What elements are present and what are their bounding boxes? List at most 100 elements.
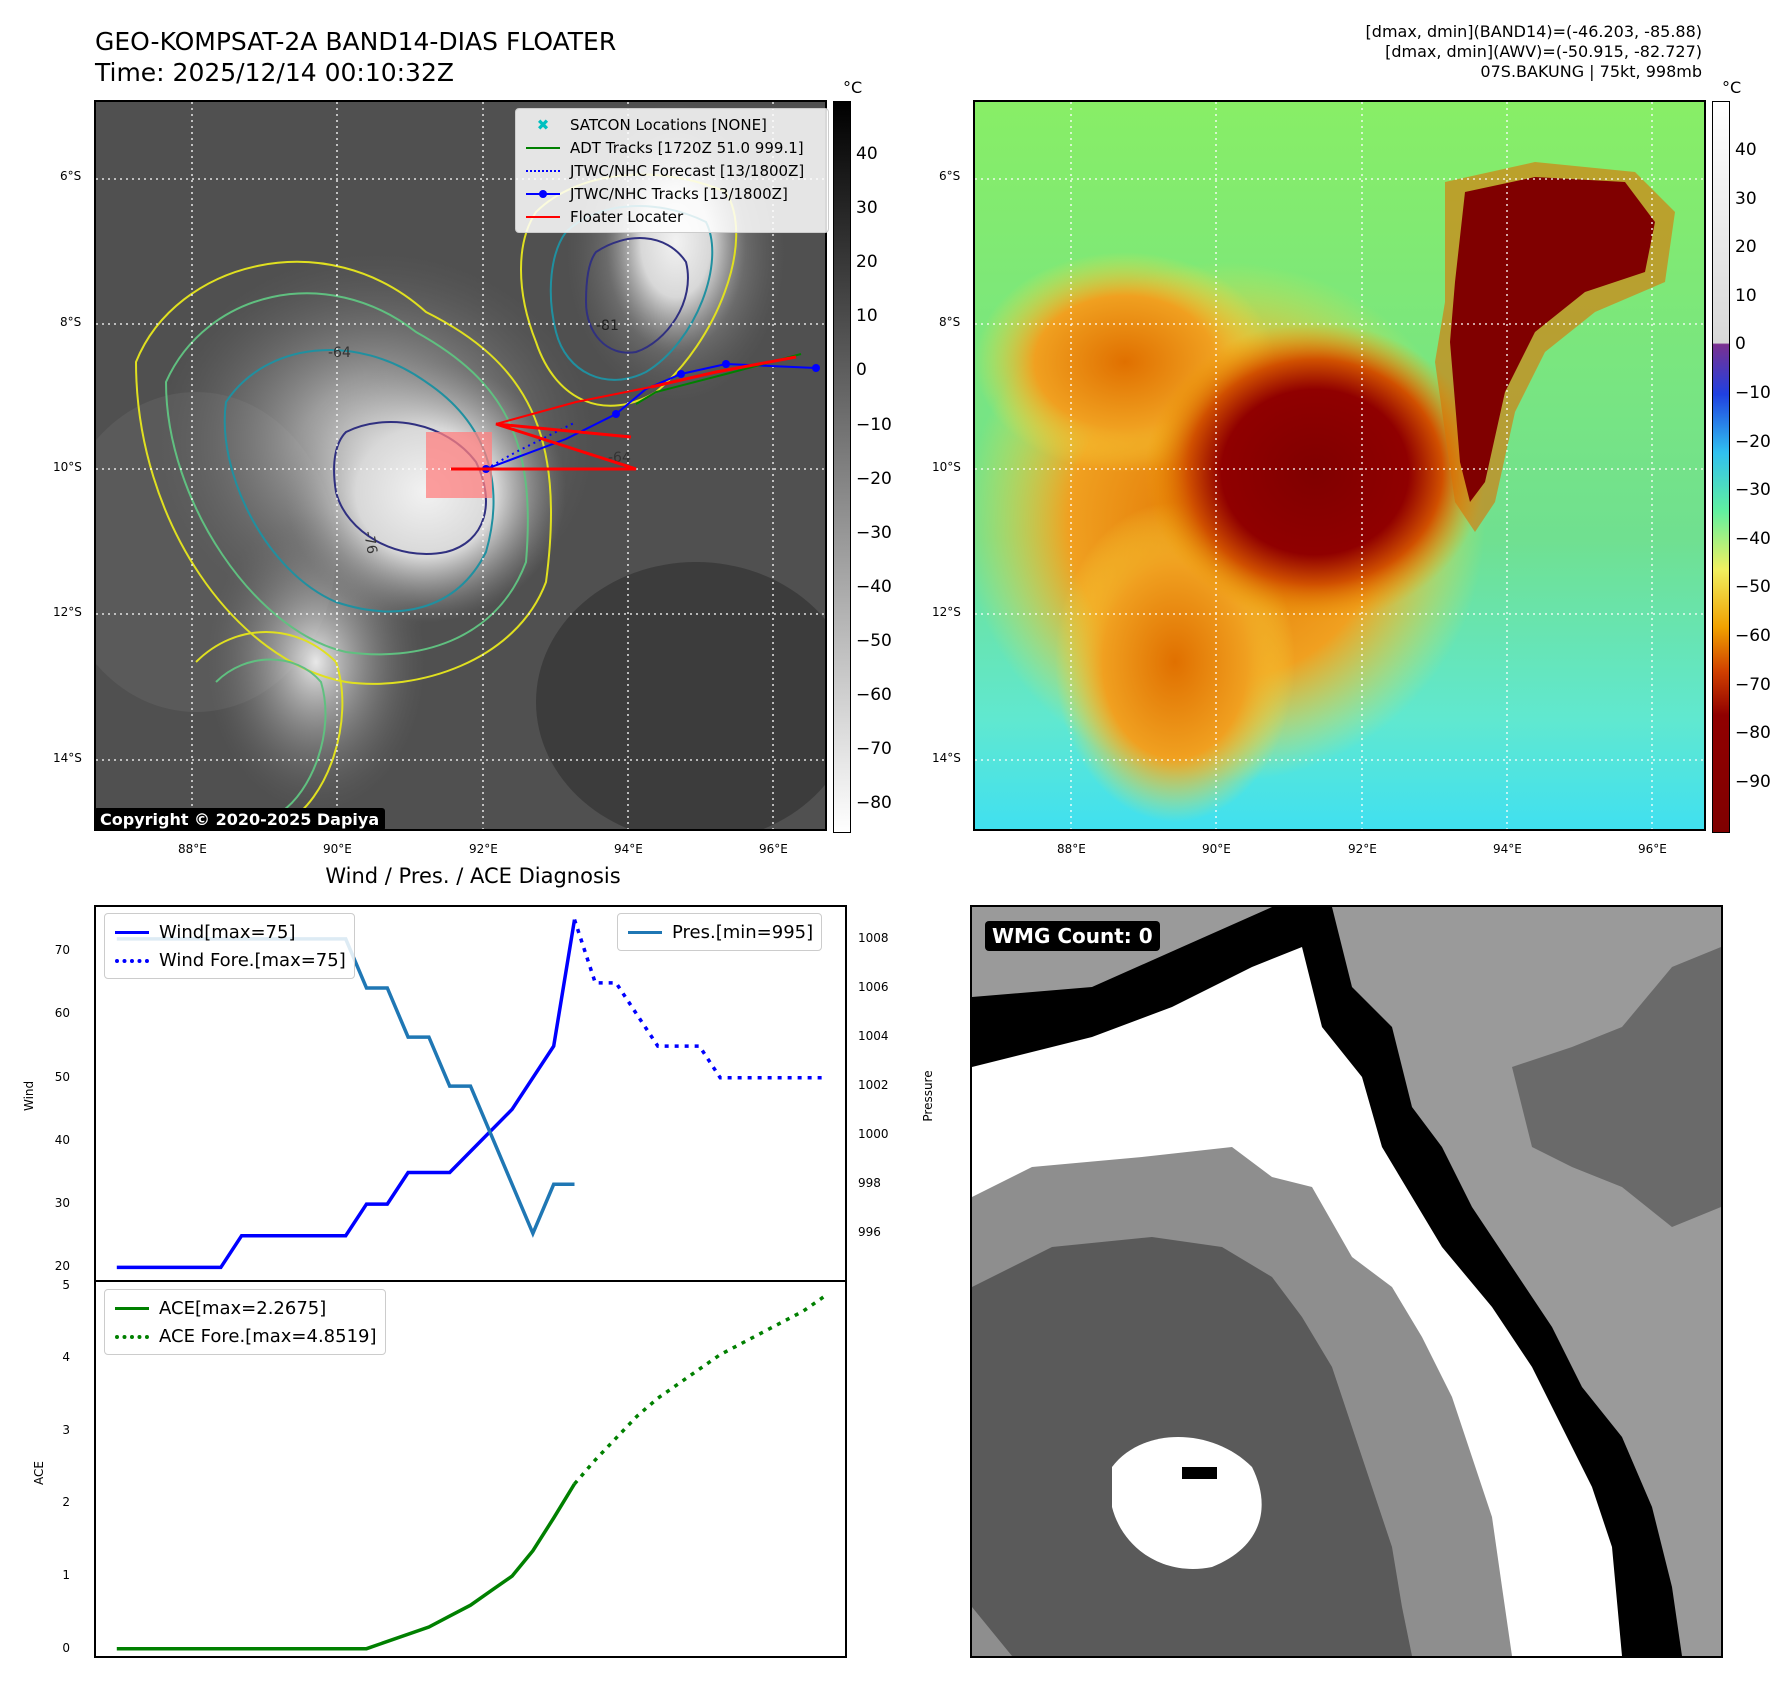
axis-tick-label: 2	[62, 1495, 70, 1510]
lat-label: 10°S	[53, 460, 82, 474]
title-line-2: Time: 2025/12/14 00:10:32Z	[95, 58, 454, 87]
colorbar-tick: 20	[1735, 237, 1757, 258]
lon-label: 90°E	[1202, 842, 1231, 856]
cold-anvil	[1450, 177, 1655, 502]
legend-pressure: Pres.[min=995]	[626, 918, 813, 946]
colorbar-tick: 10	[1735, 285, 1757, 306]
lon-label: 94°E	[614, 842, 643, 856]
axis-tick-label: 30	[54, 1196, 70, 1211]
lon-label: 92°E	[1348, 842, 1377, 856]
map-legend: ✖ SATCON Locations [NONE] ADT Tracks [172…	[515, 108, 829, 233]
ir-color-map	[973, 100, 1706, 831]
legend-wind: Wind[max=75]	[113, 918, 346, 946]
lat-label: 8°S	[60, 315, 82, 329]
colorbar-unit: °C	[843, 78, 863, 97]
colorbar-tick: −70	[856, 739, 892, 760]
colorbar-tick: −50	[856, 630, 892, 651]
colorbar-tick: −10	[1735, 383, 1771, 403]
color-colorbar	[1712, 101, 1730, 833]
colorbar-tick: −90	[1735, 771, 1771, 792]
axis-tick-label: 998	[858, 1176, 881, 1191]
colorbar-tick: −20	[1735, 431, 1771, 452]
colorbar-tick: −20	[856, 468, 892, 489]
colorbar-tick: 30	[856, 198, 878, 219]
legend-satcon: ✖ SATCON Locations [NONE]	[524, 113, 820, 136]
pressure-ylabel: Pressure	[921, 1070, 935, 1122]
diagnosis-title: Wind / Pres. / ACE Diagnosis	[325, 864, 621, 888]
colorbar-tick: −30	[1735, 480, 1771, 501]
lat-label: 14°S	[53, 751, 82, 765]
colorbar-tick: −60	[856, 685, 892, 705]
copyright-badge: Copyright © 2020-2025 Dapiya	[94, 808, 386, 831]
wmg-panel	[970, 905, 1723, 1658]
colorbar-tick: −60	[1735, 626, 1771, 646]
legend-ace-forecast: ACE Fore.[max=4.8519]	[113, 1322, 377, 1350]
lon-label: 90°E	[323, 842, 352, 856]
colorbar-tick: 10	[856, 306, 878, 327]
axis-tick-label: 60	[54, 1006, 70, 1021]
legend-floater: Floater Locater	[524, 205, 820, 228]
axis-tick-label: 1008	[858, 930, 889, 945]
colorbar-tick: 40	[856, 144, 878, 164]
lon-label: 88°E	[1057, 842, 1086, 856]
wmg-count-badge: WMG Count: 0	[985, 921, 1160, 951]
pressure-series-line	[116, 937, 575, 1238]
info-line-3: 07S.BAKUNG | 75kt, 998mb	[1480, 62, 1702, 81]
pressure-legend: Pres.[min=995]	[617, 913, 823, 951]
legend-ace: ACE[max=2.2675]	[113, 1294, 377, 1322]
colorbar-tick: −40	[1735, 528, 1771, 549]
floater-locater-line-3	[495, 386, 652, 425]
colorbar-tick: −70	[1735, 674, 1771, 695]
axis-tick-label: 1004	[858, 1029, 889, 1044]
colorbar-tick: 40	[1735, 140, 1757, 160]
axis-tick-label: 20	[54, 1259, 70, 1274]
axis-tick-label: 1	[62, 1568, 70, 1583]
colorbar-tick: −10	[856, 414, 892, 435]
axis-tick-label: 40	[54, 1132, 70, 1147]
colorbar-tick: −30	[856, 522, 892, 543]
legend-jtwc-tracks: JTWC/NHC Tracks [13/1800Z]	[524, 182, 820, 205]
info-line-1: [dmax, dmin](BAND14)=(-46.203, -85.88)	[1365, 22, 1702, 41]
ace-chart	[94, 1280, 847, 1658]
axis-tick-label: 1000	[858, 1127, 889, 1142]
wind-legend: Wind[max=75] Wind Fore.[max=75]	[104, 913, 355, 979]
cold-core	[1145, 322, 1485, 622]
axis-tick-label: 0	[62, 1640, 70, 1655]
lat-label: 8°S	[939, 315, 961, 329]
title-line-1: GEO-KOMPSAT-2A BAND14-DIAS FLOATER	[95, 27, 617, 56]
lat-label: 14°S	[932, 751, 961, 765]
floater-box	[426, 432, 492, 498]
colorbar-tick: 0	[856, 360, 867, 381]
ace-legend: ACE[max=2.2675] ACE Fore.[max=4.8519]	[104, 1289, 386, 1355]
lon-label: 96°E	[759, 842, 788, 856]
lat-label: 6°S	[939, 169, 961, 183]
lon-label: 94°E	[1493, 842, 1522, 856]
axis-tick-label: 50	[54, 1069, 70, 1084]
axis-tick-label: 1002	[858, 1078, 889, 1093]
axis-tick-label: 3	[62, 1422, 70, 1437]
contour-label: -81	[596, 318, 619, 334]
wind-series-line	[116, 919, 577, 1270]
lat-label: 6°S	[60, 169, 82, 183]
wind-ylabel: Wind	[22, 1080, 36, 1111]
map-gridlines	[975, 102, 1704, 829]
lat-label: 12°S	[53, 605, 82, 619]
lon-label: 92°E	[469, 842, 498, 856]
floater-locater-line-2	[451, 422, 637, 471]
colorbar-tick: −40	[856, 576, 892, 597]
lat-label: 10°S	[932, 460, 961, 474]
colorbar-tick: 30	[1735, 188, 1757, 209]
grayscale-colorbar	[833, 101, 851, 833]
contour-label: -64	[328, 345, 351, 361]
ace-forecast-line	[573, 1295, 826, 1486]
legend-adt: ADT Tracks [1720Z 51.0 999.1]	[524, 136, 820, 159]
ir-grayscale-map: -81 -76 -64 -64	[94, 100, 827, 831]
lon-label: 88°E	[178, 842, 207, 856]
lat-label: 12°S	[932, 605, 961, 619]
axis-tick-label: 4	[62, 1350, 70, 1365]
colorbar-tick: 0	[1735, 334, 1746, 355]
axis-tick-label: 5	[62, 1277, 70, 1292]
figure-title: GEO-KOMPSAT-2A BAND14-DIAS FLOATER Time:…	[95, 26, 616, 88]
colorbar-tick: −80	[856, 793, 892, 814]
lon-label: 96°E	[1638, 842, 1667, 856]
